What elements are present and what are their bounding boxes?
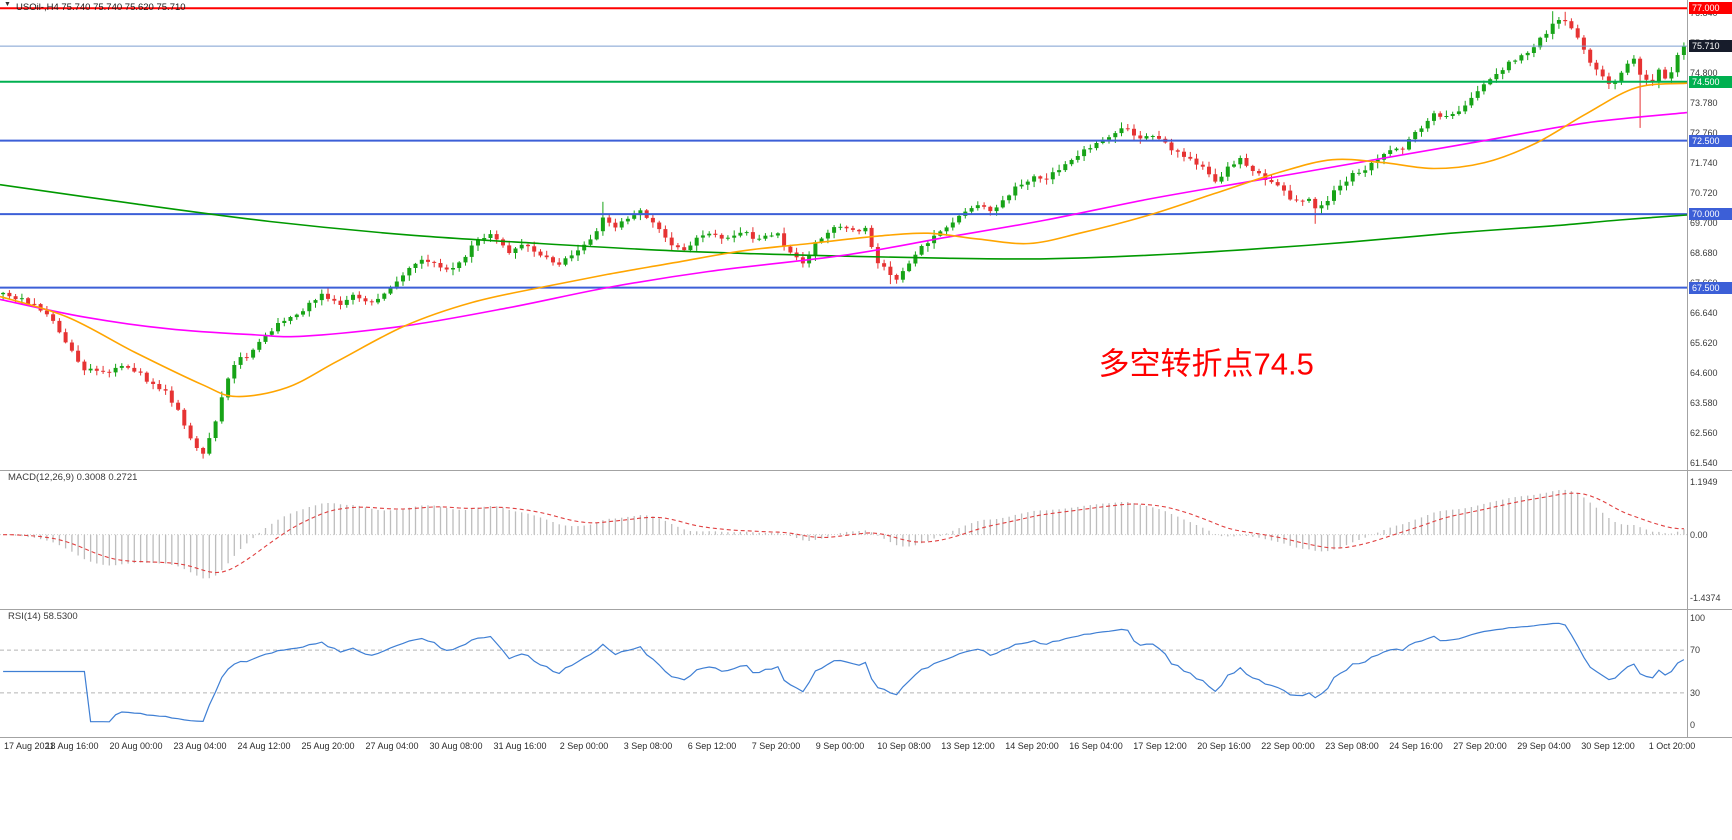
price-tick-label: 61.540 xyxy=(1690,457,1718,468)
time-axis-label: 24 Sep 16:00 xyxy=(1389,741,1443,751)
time-axis-label: 27 Aug 04:00 xyxy=(365,741,419,751)
chart-menu-arrow-icon[interactable]: ▼ xyxy=(4,1,11,8)
chart-symbol-title: USOil-,H4 75.740 75.740 75.620 75.710 xyxy=(16,2,186,13)
price-tick-label: 69.700 xyxy=(1690,217,1718,228)
time-axis-label: 31 Aug 16:00 xyxy=(493,741,547,751)
time-axis-label: 13 Sep 12:00 xyxy=(941,741,995,751)
time-axis-label: 20 Aug 00:00 xyxy=(109,741,163,751)
time-axis-label: 18 Aug 16:00 xyxy=(45,741,99,751)
price-line-badge: 67.500 xyxy=(1689,282,1732,294)
time-axis-label: 6 Sep 12:00 xyxy=(687,741,737,751)
time-axis-label: 30 Sep 12:00 xyxy=(1581,741,1635,751)
time-axis-label: 17 Aug 2021 xyxy=(4,741,55,751)
macd-axis-label: 0.00 xyxy=(1690,529,1708,540)
ma-line-mid-magenta xyxy=(0,111,1688,338)
price-tick-label: 64.600 xyxy=(1690,367,1718,378)
time-axis-label: 22 Sep 00:00 xyxy=(1261,741,1315,751)
price-tick-label: 74.800 xyxy=(1690,67,1718,78)
horizontal-lines[interactable] xyxy=(0,7,1687,289)
ma-line-fast-orange xyxy=(0,82,1688,398)
time-axis-label: 2 Sep 00:00 xyxy=(559,741,609,751)
ma-line-slow-green xyxy=(0,183,1688,260)
time-axis-label: 29 Sep 04:00 xyxy=(1517,741,1571,751)
rsi-axis-label: 70 xyxy=(1690,645,1701,656)
time-axis-label: 24 Aug 12:00 xyxy=(237,741,291,751)
price-line-badge: 77.000 xyxy=(1689,2,1732,14)
price-tick-label: 62.560 xyxy=(1690,427,1718,438)
price-tick-label: 68.680 xyxy=(1690,247,1718,258)
time-axis[interactable] xyxy=(0,738,1732,762)
time-axis-label: 7 Sep 20:00 xyxy=(751,741,801,751)
time-axis-label: 30 Aug 08:00 xyxy=(429,741,483,751)
macd-signal-line xyxy=(3,492,1684,574)
macd-axis-label: 1.1949 xyxy=(1690,477,1718,487)
time-axis-label: 27 Sep 20:00 xyxy=(1453,741,1507,751)
time-axis-label: 25 Aug 20:00 xyxy=(301,741,355,751)
price-tick-label: 63.580 xyxy=(1690,397,1718,408)
time-axis-label: 14 Sep 20:00 xyxy=(1005,741,1059,751)
time-axis-label: 16 Sep 04:00 xyxy=(1069,741,1123,751)
rsi-line xyxy=(3,622,1685,723)
price-line-badge: 75.710 xyxy=(1689,40,1732,52)
time-axis-label: 17 Sep 12:00 xyxy=(1133,741,1187,751)
price-axis[interactable] xyxy=(1688,0,1732,737)
price-tick-label: 65.620 xyxy=(1690,337,1718,348)
time-axis-label: 23 Aug 04:00 xyxy=(173,741,227,751)
price-tick-label: 70.720 xyxy=(1690,187,1718,198)
macd-axis-label: -1.4374 xyxy=(1690,593,1721,603)
price-line-badge: 74.500 xyxy=(1689,76,1732,88)
time-axis-label: 10 Sep 08:00 xyxy=(877,741,931,751)
price-tick-label: 66.640 xyxy=(1690,307,1718,318)
time-axis-label: 23 Sep 08:00 xyxy=(1325,741,1379,751)
price-tick-label: 71.740 xyxy=(1690,157,1718,168)
price-line-badge: 72.500 xyxy=(1689,135,1732,147)
time-axis-label: 1 Oct 20:00 xyxy=(1648,741,1696,751)
rsi-axis-label: 100 xyxy=(1690,613,1706,623)
price-line-badge: 70.000 xyxy=(1689,208,1732,220)
macd-indicator-label: MACD(12,26,9) 0.3008 0.2721 xyxy=(8,472,138,483)
rsi-indicator-label: RSI(14) 58.5300 xyxy=(8,611,78,622)
rsi-axis-label: 0 xyxy=(1690,720,1696,730)
time-axis-label: 9 Sep 00:00 xyxy=(815,741,865,751)
macd-histogram xyxy=(8,489,1685,579)
time-axis-label: 20 Sep 16:00 xyxy=(1197,741,1251,751)
rsi-axis-label: 30 xyxy=(1690,687,1701,698)
chart-annotation-text[interactable]: 多空转折点74.5 xyxy=(1098,346,1314,382)
time-axis-label: 3 Sep 08:00 xyxy=(623,741,673,751)
price-tick-label: 73.780 xyxy=(1690,97,1718,108)
price-tick-label: 72.760 xyxy=(1690,127,1718,138)
